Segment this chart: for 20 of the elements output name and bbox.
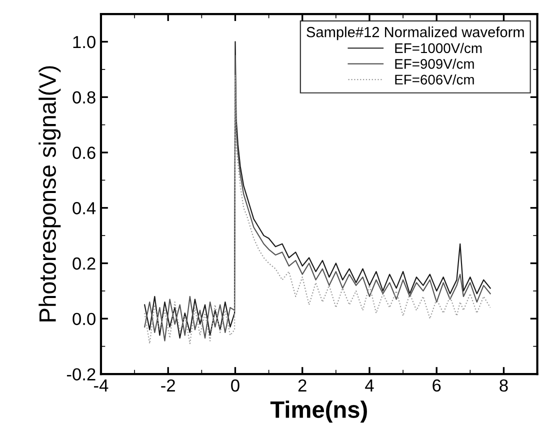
y-tick-label: 0.6 <box>72 146 96 159</box>
y-tick-label: 1.0 <box>73 36 96 48</box>
x-tick-label: 6 <box>432 379 441 392</box>
y-tick-label: 0.2 <box>72 257 96 270</box>
x-tick-label: 2 <box>298 379 306 392</box>
x-axis-title: Time(ns) <box>270 400 367 423</box>
x-tick-label: 0 <box>231 379 240 392</box>
y-tick-label: 0.8 <box>72 91 96 104</box>
legend-label: EF=606V/cm <box>395 74 474 85</box>
y-tick-label: -0.2 <box>66 368 96 380</box>
x-tick-label: -2 <box>161 379 175 392</box>
legend-label: EF=1000V/cm <box>395 42 482 54</box>
y-axis-title: Photoresponse signal(V) <box>38 66 61 322</box>
x-tick-label: 8 <box>500 379 508 392</box>
y-tick-label: 0.0 <box>72 312 96 326</box>
y-tick-label: 0.4 <box>72 202 96 214</box>
x-tick-label: 4 <box>365 380 374 392</box>
x-tick-label: -4 <box>94 380 108 392</box>
legend-label: EF=909V/cm <box>395 58 474 69</box>
legend-title: Sample#12 Normalized waveform <box>306 26 524 40</box>
